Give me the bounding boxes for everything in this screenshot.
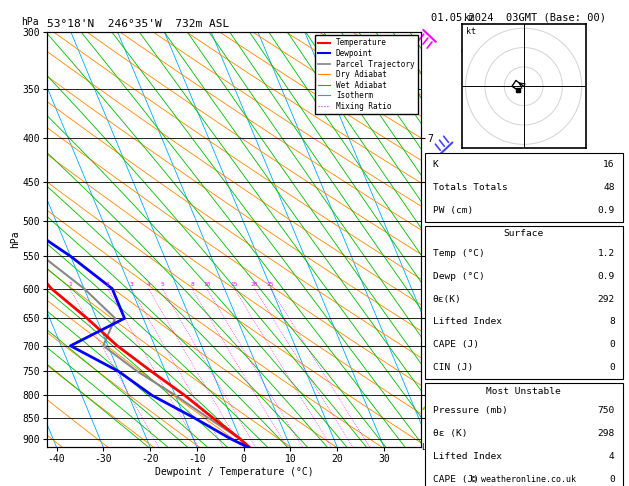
Y-axis label: hPa: hPa (10, 230, 20, 248)
Text: Pressure (mb): Pressure (mb) (433, 406, 507, 415)
Text: Lifted Index: Lifted Index (433, 452, 501, 461)
Text: 1: 1 (68, 282, 72, 287)
Text: 5: 5 (160, 282, 164, 287)
Text: 1.2: 1.2 (598, 249, 615, 258)
Text: 53°18'N  246°35'W  732m ASL: 53°18'N 246°35'W 732m ASL (47, 19, 230, 30)
Text: 0.9: 0.9 (598, 272, 615, 280)
Text: 292: 292 (598, 295, 615, 304)
Text: Temp (°C): Temp (°C) (433, 249, 484, 258)
Text: 10: 10 (203, 282, 211, 287)
Text: PW (cm): PW (cm) (433, 206, 473, 215)
Text: 16: 16 (603, 160, 615, 169)
Text: Most Unstable: Most Unstable (486, 386, 561, 396)
Text: 298: 298 (598, 429, 615, 438)
Text: Totals Totals: Totals Totals (433, 183, 507, 192)
Text: 48: 48 (603, 183, 615, 192)
Bar (425, 383, 623, 486)
Text: km: km (464, 13, 476, 23)
Bar (425, 153, 623, 222)
Text: 2: 2 (106, 282, 109, 287)
Text: 01.05.2024  03GMT (Base: 00): 01.05.2024 03GMT (Base: 00) (431, 12, 606, 22)
Text: Dewp (°C): Dewp (°C) (433, 272, 484, 280)
Text: 8: 8 (190, 282, 194, 287)
Text: K: K (433, 160, 438, 169)
Text: 25: 25 (267, 282, 274, 287)
Text: CAPE (J): CAPE (J) (433, 475, 479, 484)
Text: θε(K): θε(K) (433, 295, 461, 304)
Text: LCL: LCL (421, 443, 437, 451)
Text: ASL: ASL (461, 44, 479, 54)
Text: Surface: Surface (504, 229, 543, 238)
Text: 750: 750 (598, 406, 615, 415)
Text: Lifted Index: Lifted Index (433, 317, 501, 327)
X-axis label: Dewpoint / Temperature (°C): Dewpoint / Temperature (°C) (155, 467, 314, 477)
Text: 3: 3 (130, 282, 133, 287)
Text: kt: kt (465, 27, 476, 36)
Text: 0.9: 0.9 (598, 206, 615, 215)
Text: CAPE (J): CAPE (J) (433, 340, 479, 349)
Text: 0: 0 (609, 340, 615, 349)
Text: 0: 0 (609, 363, 615, 372)
Text: hPa: hPa (21, 17, 38, 27)
Bar (425, 226, 623, 379)
Text: 0: 0 (609, 475, 615, 484)
Text: 20: 20 (251, 282, 259, 287)
Text: CIN (J): CIN (J) (433, 363, 473, 372)
Text: 8: 8 (609, 317, 615, 327)
Text: 4: 4 (609, 452, 615, 461)
Legend: Temperature, Dewpoint, Parcel Trajectory, Dry Adiabat, Wet Adiabat, Isotherm, Mi: Temperature, Dewpoint, Parcel Trajectory… (315, 35, 418, 114)
Text: 4: 4 (147, 282, 150, 287)
Text: © weatheronline.co.uk: © weatheronline.co.uk (471, 474, 576, 484)
Y-axis label: Mixing Ratio (g/kg): Mixing Ratio (g/kg) (440, 188, 450, 291)
Text: 15: 15 (231, 282, 238, 287)
Text: θε (K): θε (K) (433, 429, 467, 438)
